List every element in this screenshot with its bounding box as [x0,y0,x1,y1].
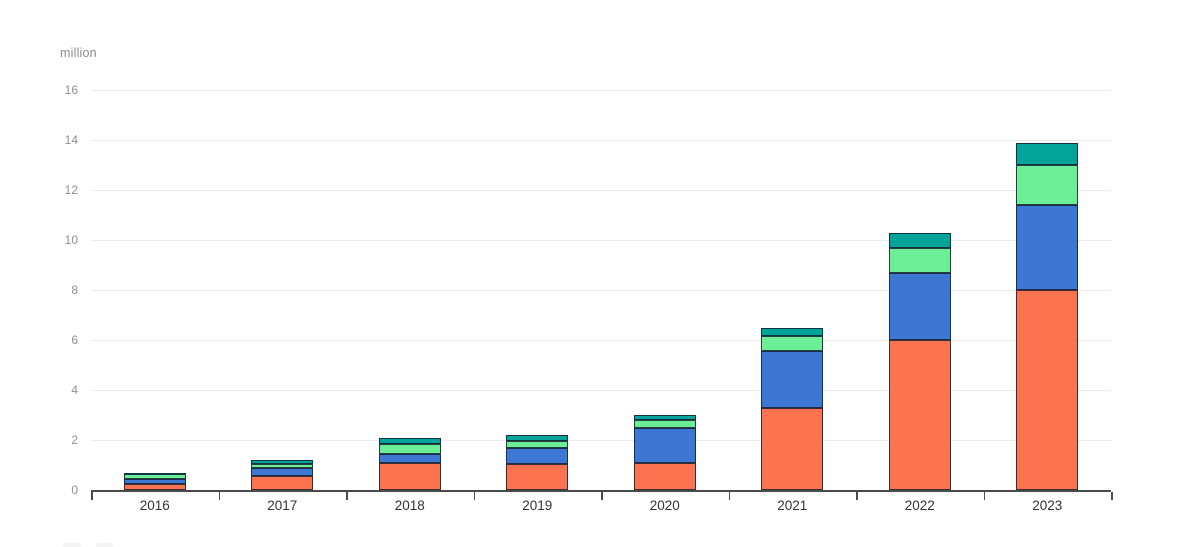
gridline [91,190,1111,191]
x-axis-tick [91,492,93,500]
x-axis-tick [346,492,348,500]
x-axis-tick [473,492,475,500]
bar-segment-light-green-2021[interactable] [761,336,824,352]
bar-segment-teal-2019[interactable] [506,435,569,442]
x-axis-tick [983,492,985,500]
y-axis-tick-label: 6 [71,333,78,347]
x-axis-tick [1111,492,1113,500]
bar-segment-blue-2018[interactable] [378,453,441,463]
bar-segment-orange-2019[interactable] [506,463,569,490]
y-axis-tick-label: 10 [64,233,78,247]
x-axis-category-label: 2019 [522,498,553,513]
x-axis-category-label: 2017 [267,498,298,513]
x-axis-category-label: 2020 [649,498,680,513]
x-axis-category-label: 2022 [904,498,935,513]
bar-segment-light-green-2019[interactable] [506,441,569,448]
y-axis-tick-label: 14 [64,133,78,147]
x-axis-tick [218,492,220,500]
x-axis-line [91,490,1111,492]
x-axis-tick [728,492,730,500]
bar-segment-teal-2021[interactable] [761,327,824,337]
x-axis-tick [601,492,603,500]
gridline [91,340,1111,341]
bar-segment-blue-2017[interactable] [251,467,314,477]
gridline [91,290,1111,291]
x-axis-tick [856,492,858,500]
gridline [91,140,1111,141]
bar-segment-light-green-2018[interactable] [378,443,441,454]
x-axis-category-label: 2023 [1032,498,1063,513]
bar-segment-orange-2023[interactable] [1016,290,1079,490]
bar-segment-teal-2022[interactable] [888,232,951,248]
bar-segment-teal-2017[interactable] [251,460,314,464]
x-axis-category-label: 2016 [139,498,170,513]
bar-segment-blue-2023[interactable] [1016,205,1079,290]
bar-segment-light-green-2022[interactable] [888,247,951,273]
gridline [91,390,1111,391]
bar-segment-orange-2017[interactable] [251,476,314,490]
x-axis-category-label: 2021 [777,498,808,513]
bar-segment-light-green-2017[interactable] [251,463,314,468]
bar-segment-orange-2022[interactable] [888,340,951,490]
bar-segment-blue-2019[interactable] [506,447,569,464]
gridline [91,240,1111,241]
y-axis-tick-label: 0 [71,483,78,497]
gridline [91,90,1111,91]
bar-segment-light-green-2016[interactable] [123,473,186,479]
bar-segment-teal-2016[interactable] [123,472,186,475]
y-axis-unit-label: million [60,46,97,60]
y-axis-tick-label: 16 [64,83,78,97]
bar-segment-orange-2021[interactable] [761,407,824,490]
bar-segment-teal-2023[interactable] [1016,142,1079,165]
y-axis-tick-label: 12 [64,183,78,197]
legend-item-stub[interactable] [63,543,81,547]
bar-segment-light-green-2020[interactable] [633,420,696,428]
bar-segment-teal-2018[interactable] [378,437,441,444]
y-axis-tick-label: 4 [71,383,78,397]
gridline [91,440,1111,441]
bar-segment-orange-2016[interactable] [123,483,186,490]
y-axis-tick-label: 2 [71,433,78,447]
bar-segment-orange-2020[interactable] [633,462,696,490]
x-axis-category-label: 2018 [394,498,425,513]
bar-segment-blue-2016[interactable] [123,478,186,484]
bar-segment-teal-2020[interactable] [633,415,696,420]
bar-segment-blue-2022[interactable] [888,272,951,340]
legend-item-stub[interactable] [96,543,113,547]
bar-segment-orange-2018[interactable] [378,462,441,490]
y-axis-tick-label: 8 [71,283,78,297]
bar-segment-blue-2020[interactable] [633,427,696,463]
bar-segment-light-green-2023[interactable] [1016,165,1079,205]
bar-segment-blue-2021[interactable] [761,351,824,408]
